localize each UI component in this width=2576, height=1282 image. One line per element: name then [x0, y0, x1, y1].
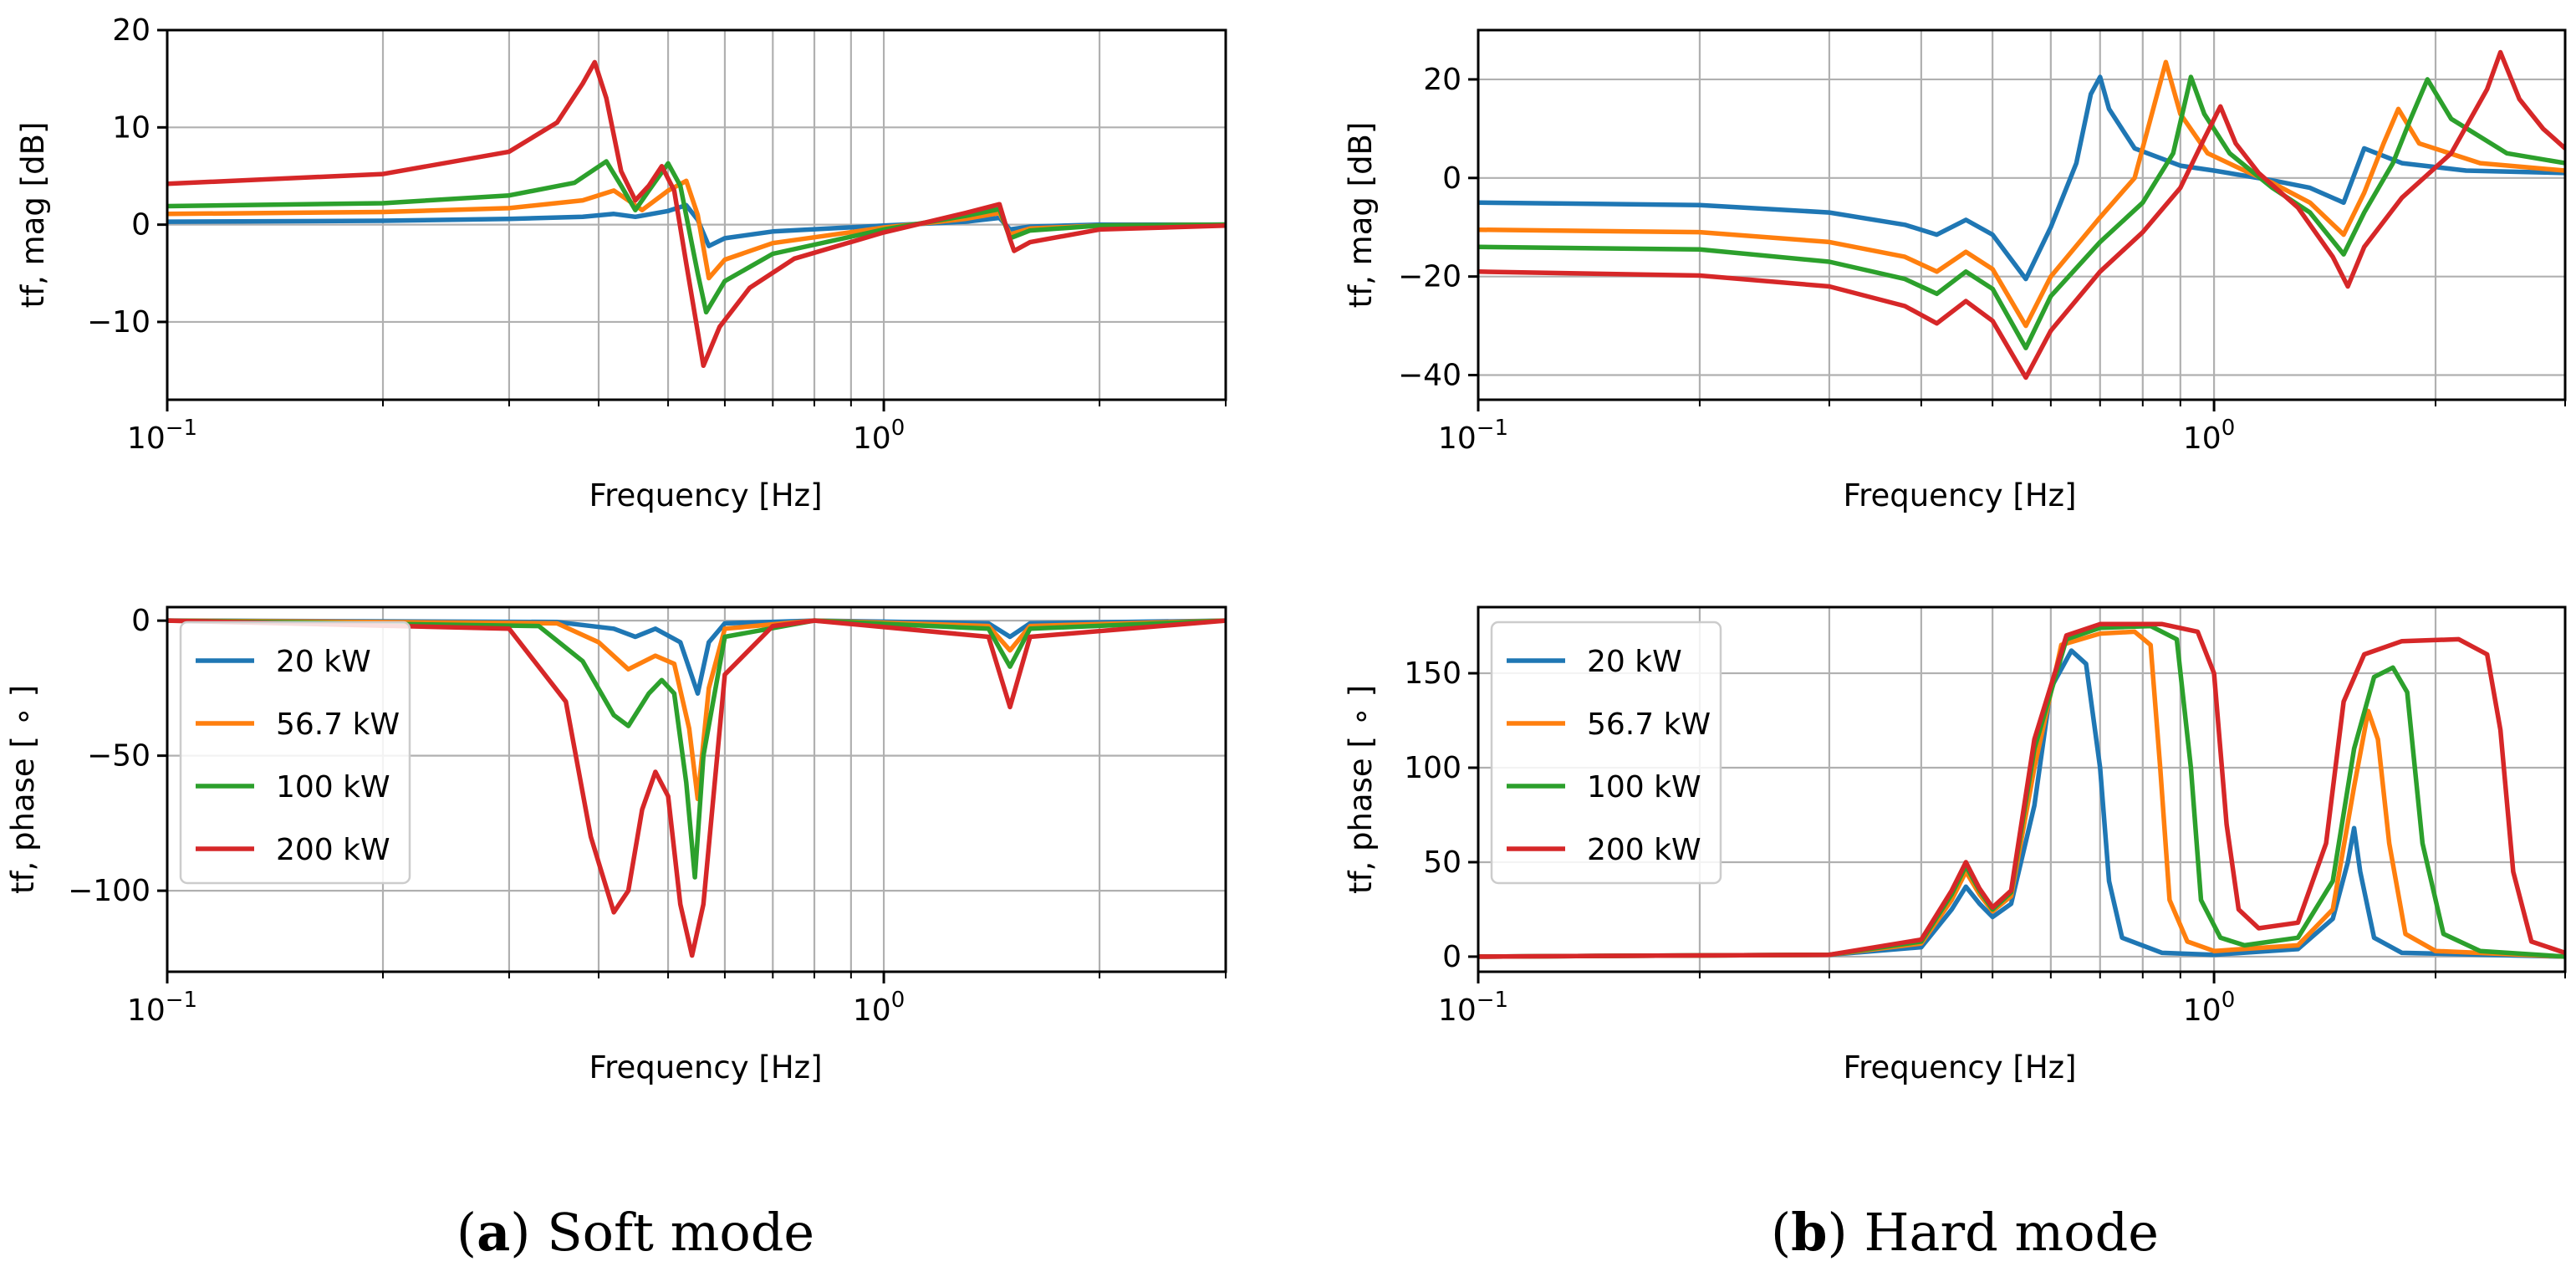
panel-b-mag: 20 0 −20 −40 10−1 100 Frequency [Hz] tf, mag [d…	[1343, 28, 2567, 513]
y-tick-label: 10	[112, 110, 150, 145]
legend: 20 kW 56.7 kW 100 kW 200 kW	[179, 621, 411, 885]
series-group	[167, 618, 1226, 958]
y-tick-label: 0	[1442, 161, 1461, 196]
y-tick-label: −10	[87, 305, 150, 340]
series-line-1	[1478, 74, 2565, 282]
y-tick-label: 20	[1423, 63, 1461, 97]
plot-frame	[166, 605, 1227, 973]
caption-b: (b) Hard mode	[1771, 1202, 2159, 1263]
x-tick-label: 100	[2183, 416, 2235, 456]
legend-box	[179, 621, 411, 885]
series-line-3	[167, 618, 1226, 880]
x-axis-label: Frequency [Hz]	[1843, 1050, 2076, 1085]
y-axis-label: tf, phase [ ∘ ]	[1343, 685, 1379, 894]
panel-b-phase: 150 100 50 0 10−1 100 Frequency [Hz] tf, phase …	[1343, 605, 2567, 1085]
legend-label-4: 200 kW	[276, 833, 390, 867]
caption-a: (a) Soft mode	[457, 1202, 814, 1263]
legend-label-3: 100 kW	[276, 770, 390, 804]
legend-label-1: 20 kW	[1587, 645, 1682, 679]
y-tick-label: −50	[87, 739, 150, 774]
y-tick-label: 0	[1442, 940, 1461, 974]
x-axis-label: Frequency [Hz]	[589, 478, 822, 513]
x-tick-label: 100	[853, 416, 905, 456]
series-group	[1478, 49, 2565, 381]
legend-label-2: 56.7 kW	[1587, 707, 1711, 742]
legend-label-3: 100 kW	[1587, 770, 1701, 804]
x-tick-label: 100	[853, 988, 905, 1028]
legend-box	[1490, 621, 1722, 885]
series-line-3	[1478, 74, 2565, 350]
series-line-2	[1478, 629, 2565, 959]
plot-frame	[1477, 28, 2567, 401]
plot-frame	[1477, 605, 2567, 973]
legend: 20 kW 56.7 kW 100 kW 200 kW	[1490, 621, 1722, 885]
x-tick-label: 10−1	[1438, 416, 1508, 456]
legend-label-1: 20 kW	[276, 645, 371, 679]
x-tick-label: 10−1	[1438, 988, 1508, 1028]
y-tick-label: 0	[131, 604, 150, 638]
legend-label-4: 200 kW	[1587, 833, 1701, 867]
y-tick-label: 150	[1404, 656, 1461, 691]
x-axis-label: Frequency [Hz]	[589, 1050, 822, 1085]
y-axis-label: tf, mag [dB]	[15, 122, 51, 309]
series-line-1	[1478, 648, 2565, 959]
series-line-2	[167, 618, 1226, 802]
x-tick-label: 10−1	[127, 988, 197, 1028]
y-tick-label: 20	[112, 13, 150, 48]
y-tick-label: 100	[1404, 751, 1461, 785]
x-tick-label: 100	[2183, 988, 2235, 1028]
series-line-4	[1478, 621, 2565, 959]
y-tick-label: −100	[68, 874, 150, 908]
y-axis-label: tf, mag [dB]	[1343, 122, 1379, 309]
series-line-1	[167, 618, 1226, 697]
series-group	[1478, 621, 2565, 959]
legend-label-2: 56.7 kW	[276, 707, 400, 742]
x-axis-label: Frequency [Hz]	[1843, 478, 2076, 513]
y-tick-label: −40	[1398, 359, 1461, 393]
series-line-4	[167, 59, 1226, 369]
plot-frame	[166, 28, 1227, 401]
y-tick-label: 0	[131, 208, 150, 243]
panel-a-phase: 0 −50 −100 10−1 100 Frequency [Hz] tf, phase […	[5, 604, 1227, 1085]
series-line-2	[1478, 59, 2565, 329]
y-axis-label: tf, phase [ ∘ ]	[5, 685, 41, 894]
x-tick-label: 10−1	[127, 416, 197, 456]
series-group	[167, 59, 1226, 369]
y-tick-label: 50	[1423, 845, 1461, 880]
y-tick-label: −20	[1398, 260, 1461, 294]
series-line-4	[1478, 49, 2565, 381]
series-line-4	[167, 618, 1226, 958]
